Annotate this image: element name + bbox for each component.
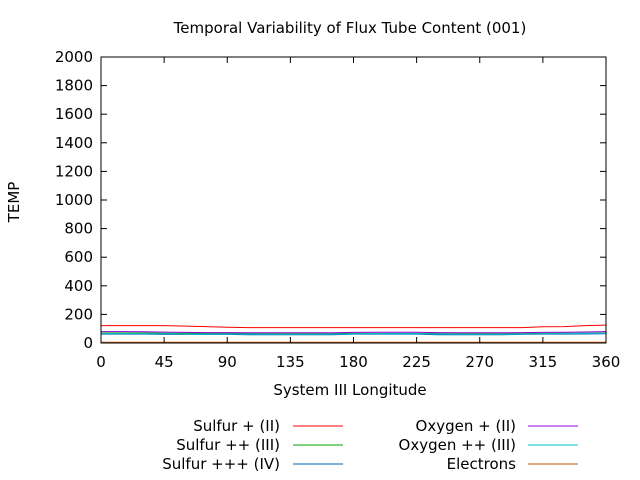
y-tick-label: 2000	[55, 48, 93, 66]
x-tick-label: 360	[592, 353, 621, 371]
ticks-layer: 0 200 400 600 800 1000 1200 1400 1600 1800 2000 0 45…	[55, 48, 621, 371]
y-tick-label: 600	[64, 248, 93, 266]
y-axis-label: TEMP	[5, 182, 23, 224]
legend-label-2: Sulfur ++ (III)	[176, 436, 280, 454]
plot-frame	[100, 56, 607, 344]
x-tick-label: 45	[155, 353, 174, 371]
x-tick-label: 90	[218, 353, 237, 371]
y-tick-label: 0	[83, 334, 93, 352]
legend-label-4: Oxygen + (II)	[416, 417, 516, 435]
y-tick-label: 1800	[55, 77, 93, 95]
legend-label-1: Sulfur + (II)	[193, 417, 280, 435]
chart-title: Temporal Variability of Flux Tube Conten…	[173, 19, 527, 37]
y-tick-label: 200	[64, 305, 93, 323]
y-tick-label: 1200	[55, 162, 93, 180]
y-tick-label: 1400	[55, 134, 93, 152]
series-line-5	[101, 332, 607, 335]
legend-label-3: Sulfur +++ (IV)	[162, 455, 280, 473]
y-tick-label: 1000	[55, 191, 93, 209]
x-tick-label: 0	[96, 353, 106, 371]
x-tick-label: 180	[339, 353, 368, 371]
x-axis-label: System III Longitude	[273, 381, 426, 399]
x-tick-label: 135	[276, 353, 305, 371]
legend: Sulfur + (II)Sulfur ++ (III)Sulfur +++ (…	[162, 417, 578, 473]
series-line-4	[101, 331, 607, 334]
y-tick-label: 400	[64, 277, 93, 295]
x-tick-label: 225	[402, 353, 431, 371]
x-tick-label: 270	[465, 353, 494, 371]
y-tick-label: 800	[64, 220, 93, 238]
legend-label-6: Electrons	[447, 455, 517, 473]
x-tick-label: 315	[529, 353, 558, 371]
series-line-1	[101, 324, 607, 329]
legend-label-5: Oxygen ++ (III)	[399, 436, 516, 454]
y-tick-label: 1600	[55, 105, 93, 123]
